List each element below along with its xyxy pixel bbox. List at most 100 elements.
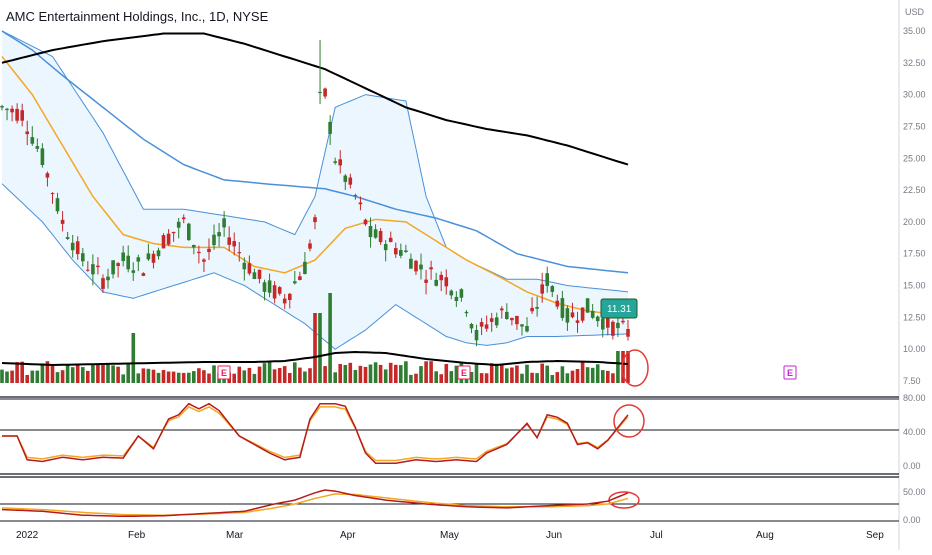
candle-body [484, 324, 489, 329]
volume-bar [106, 364, 110, 383]
rsi-tick-label: 40.00 [903, 427, 926, 437]
candle-body [25, 131, 29, 135]
candle-body [86, 269, 90, 271]
volume-bar [237, 366, 242, 383]
volume-bar [247, 367, 252, 383]
candle-body [530, 307, 534, 312]
candle-body [252, 272, 257, 279]
volume-bar [75, 363, 80, 383]
candle-body [353, 195, 358, 197]
candle-body [318, 91, 322, 94]
candle-body [247, 263, 252, 274]
rsi-tick-label: 0.00 [903, 461, 921, 471]
volume-bar [40, 363, 45, 383]
volume-bar [550, 375, 555, 383]
candle-body [131, 270, 136, 273]
candle-body [202, 259, 206, 262]
candle-body [545, 273, 549, 286]
volume-bar [601, 370, 605, 383]
volume-bar [156, 372, 161, 383]
volume-bar [65, 365, 70, 383]
candle-body [535, 307, 539, 309]
candle-body [212, 234, 216, 246]
candle-body [590, 310, 595, 318]
candle-body [15, 108, 19, 121]
candle-body [5, 108, 9, 111]
volume-bar [298, 367, 302, 383]
volume-bar [616, 351, 620, 383]
lower-k-line [1, 489, 629, 518]
volume-bar [187, 372, 191, 383]
candle-body [40, 148, 45, 165]
volume-bar [272, 369, 277, 383]
volume-bar [111, 365, 115, 383]
candle-body [65, 237, 70, 239]
candle-body [111, 260, 115, 275]
candle-body [35, 146, 40, 149]
volume-bar [308, 368, 312, 383]
candle-body [474, 330, 479, 341]
candle-body [161, 235, 166, 249]
volume-bar [323, 366, 327, 383]
candle-body [520, 324, 524, 327]
earnings-marker [783, 365, 797, 380]
currency-label: USD [905, 7, 925, 17]
chart-title: AMC Entertainment Holdings, Inc., 1D, NY… [6, 9, 269, 24]
candle-body [606, 314, 610, 328]
candle-body [267, 280, 272, 293]
candle-body [207, 248, 211, 253]
candle-body [383, 244, 388, 251]
volume-bar [484, 373, 489, 383]
volume-bar [242, 370, 247, 383]
candle-body [459, 289, 464, 298]
volume-bar [394, 364, 398, 383]
volume-bar [500, 363, 504, 383]
volume-bar [494, 363, 499, 383]
volume-bar [621, 351, 625, 383]
volume-bar [176, 372, 181, 383]
volume-bar [25, 375, 29, 383]
volume-bar [510, 367, 514, 383]
volume-bar [116, 366, 120, 383]
candle-body [176, 221, 181, 228]
candle-body [368, 226, 373, 238]
last-price-value: 11.31 [607, 304, 632, 315]
last-price-tag [600, 298, 638, 319]
candle-body [550, 286, 555, 292]
volume-bar [257, 366, 262, 383]
earnings-label: E [461, 368, 467, 378]
candle-body [75, 241, 80, 255]
volume-bar [530, 372, 534, 383]
date-label: May [440, 530, 459, 541]
candle-body [560, 298, 565, 318]
volume-bar [70, 367, 75, 383]
volume-bar [378, 364, 383, 383]
earnings-marker [457, 365, 471, 380]
bollinger-fill [2, 31, 628, 350]
candle-body [121, 252, 125, 261]
ma20-line [1, 56, 629, 317]
candle-body [489, 318, 494, 322]
candle-body [45, 173, 50, 178]
date-label: Sep [866, 530, 884, 541]
candle-body [55, 198, 60, 212]
volume-bar [126, 364, 130, 383]
annotation-circle [621, 349, 649, 387]
price-tick-label: 15.00 [903, 281, 926, 291]
volume-bar [91, 363, 95, 383]
volume-bar [358, 365, 363, 383]
volume-bar [626, 351, 630, 383]
volume-bar [318, 313, 322, 383]
candle-body [81, 253, 85, 262]
candle-body [449, 290, 454, 296]
candle-body [136, 257, 141, 262]
volume-bar [212, 365, 216, 383]
candle-body [515, 316, 519, 325]
volume-bar [30, 370, 35, 383]
volume-bar [388, 362, 393, 383]
price-tick-label: 7.50 [903, 376, 921, 386]
volume-bar [55, 372, 60, 383]
volume-bar [363, 366, 368, 383]
volume-bar [454, 365, 459, 383]
